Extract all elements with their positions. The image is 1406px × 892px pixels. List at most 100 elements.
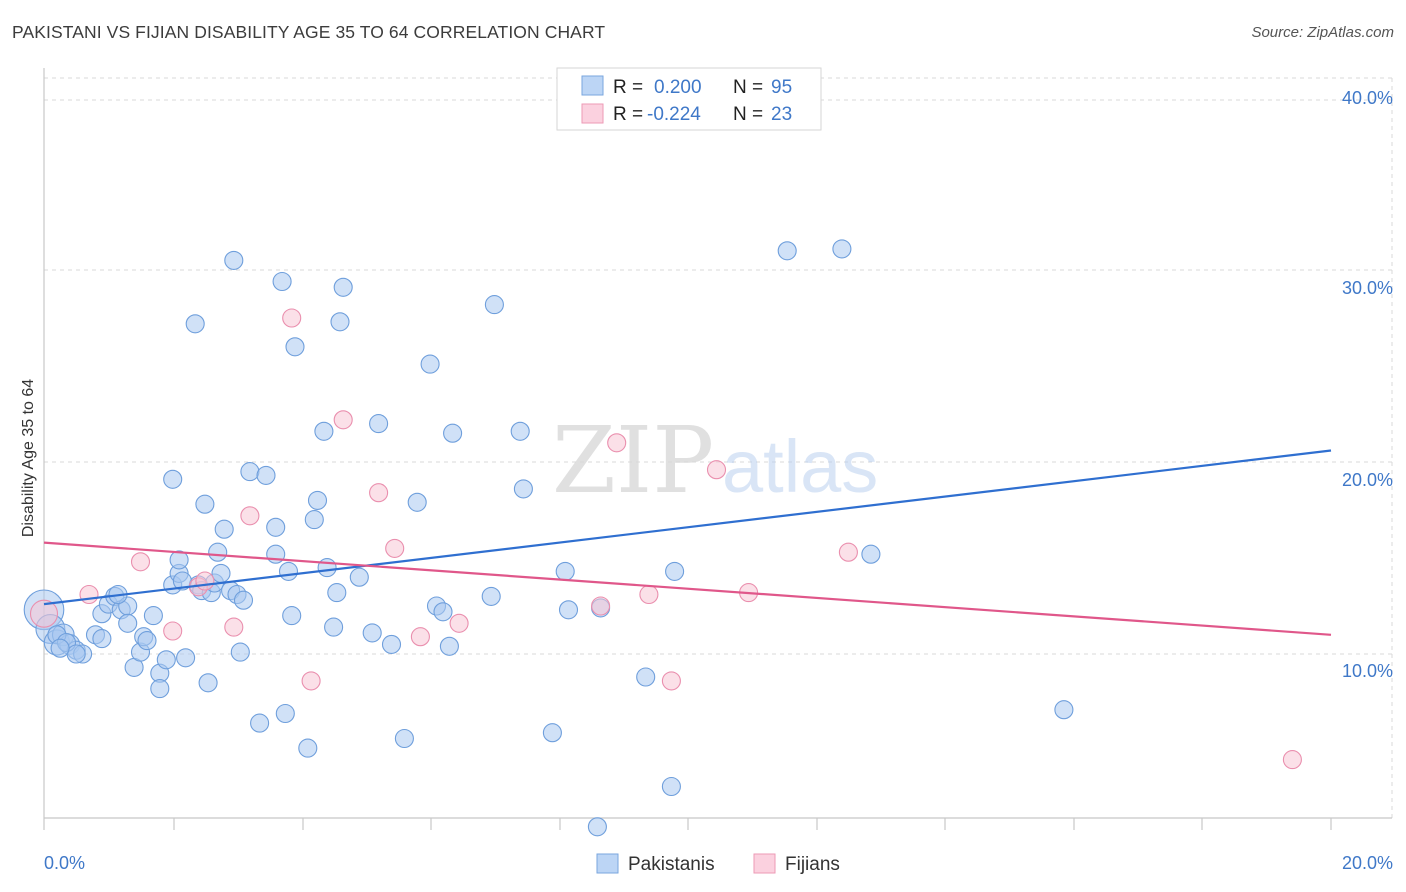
pakistanis-point bbox=[214, 519, 234, 539]
fijians-point bbox=[163, 621, 183, 641]
legend-r-label-fijians: R = bbox=[613, 104, 643, 125]
fijians-point bbox=[29, 599, 59, 628]
bottom-legend-swatch-fijians bbox=[753, 853, 776, 874]
pakistanis-point bbox=[443, 423, 463, 443]
pakistanis-point bbox=[542, 723, 562, 743]
pakistanis-point bbox=[304, 510, 324, 530]
legend-swatch-fijians bbox=[581, 103, 604, 124]
pakistanis-point bbox=[439, 636, 459, 656]
y-tick-label-30: 30.0% bbox=[1342, 278, 1393, 298]
pakistanis-point bbox=[66, 644, 86, 664]
pakistanis-point bbox=[420, 354, 440, 374]
legend-r-value-pakistanis: 0.200 bbox=[654, 77, 702, 98]
pakistanis-point bbox=[407, 492, 427, 512]
x-tick-label-max: 20.0% bbox=[1342, 853, 1393, 873]
trend-line-pakistanis bbox=[43, 449, 1332, 606]
fijians-point bbox=[706, 460, 727, 480]
x-tick-label-min: 0.0% bbox=[44, 853, 85, 873]
y-axis-title: Disability Age 35 to 64 bbox=[20, 379, 37, 537]
fijians-point bbox=[282, 308, 302, 328]
pakistanis-point bbox=[150, 679, 170, 699]
pakistanis-point bbox=[282, 606, 302, 626]
y-tick-label-40: 40.0% bbox=[1342, 88, 1393, 108]
pakistanis-point bbox=[143, 606, 163, 626]
series-fijians-points bbox=[29, 308, 1302, 770]
pakistanis-point bbox=[324, 617, 344, 637]
pakistanis-point bbox=[298, 738, 318, 758]
watermark-atlas: atlas bbox=[722, 425, 878, 508]
pakistanis-point bbox=[195, 494, 215, 514]
pakistanis-point bbox=[327, 583, 347, 603]
pakistanis-point bbox=[394, 728, 414, 749]
pakistanis-point bbox=[230, 642, 250, 662]
x-ticks bbox=[43, 818, 1332, 830]
pakistanis-point bbox=[832, 239, 852, 259]
y-tick-labels: 40.0% 30.0% 20.0% 10.0% bbox=[1342, 88, 1393, 681]
trend-line-fijians bbox=[43, 541, 1332, 636]
pakistanis-point bbox=[198, 673, 218, 693]
pakistanis-point bbox=[176, 648, 196, 668]
pakistanis-point bbox=[349, 567, 369, 587]
pakistanis-point bbox=[137, 631, 157, 651]
pakistanis-point bbox=[278, 561, 299, 581]
pakistanis-point bbox=[272, 271, 292, 292]
bottom-legend-swatch-pakistanis bbox=[596, 853, 619, 874]
pakistanis-point bbox=[636, 667, 656, 687]
pakistanis-point bbox=[665, 561, 685, 581]
fijians-point bbox=[301, 671, 321, 691]
fijians-point bbox=[369, 483, 389, 503]
pakistanis-point bbox=[233, 590, 254, 610]
pakistanis-point bbox=[1054, 700, 1074, 720]
pakistanis-point bbox=[314, 421, 334, 441]
fijians-point bbox=[224, 617, 244, 637]
chart-source: Source: ZipAtlas.com bbox=[1251, 24, 1394, 41]
pakistanis-point bbox=[169, 550, 189, 570]
y-tick-label-20: 20.0% bbox=[1342, 470, 1393, 490]
pakistanis-point bbox=[208, 542, 228, 562]
bottom-legend: Pakistanis Fijians bbox=[596, 853, 840, 875]
bottom-legend-label-pakistanis: Pakistanis bbox=[628, 854, 715, 875]
pakistanis-point bbox=[256, 465, 276, 485]
fijians-point bbox=[130, 552, 151, 572]
pakistanis-point bbox=[861, 544, 881, 564]
fijians-point bbox=[607, 433, 627, 453]
fijians-point bbox=[410, 627, 430, 647]
pakistanis-point bbox=[118, 613, 138, 633]
pakistanis-point bbox=[285, 337, 305, 357]
pakistanis-point bbox=[266, 517, 286, 537]
pakistanis-point bbox=[330, 312, 350, 332]
legend: R = 0.200 N = 95 R = -0.224 N = 23 bbox=[556, 67, 822, 131]
grid bbox=[44, 77, 1393, 818]
legend-n-value-fijians: 23 bbox=[771, 104, 792, 125]
pakistanis-point bbox=[156, 650, 176, 670]
fijians-point bbox=[240, 506, 260, 526]
pakistanis-point bbox=[481, 586, 501, 606]
series-pakistanis-points bbox=[23, 239, 1074, 837]
legend-n-label-pakistanis: N = bbox=[733, 77, 763, 98]
pakistanis-point bbox=[587, 817, 607, 837]
pakistanis-point bbox=[333, 277, 353, 297]
fijians-point bbox=[385, 538, 405, 558]
pakistanis-point bbox=[362, 623, 382, 643]
pakistanis-point bbox=[381, 634, 402, 654]
legend-n-label-fijians: N = bbox=[733, 104, 763, 125]
bottom-legend-label-fijians: Fijians bbox=[785, 854, 840, 875]
pakistanis-point bbox=[275, 703, 295, 724]
fijians-point bbox=[838, 542, 858, 562]
pakistanis-point bbox=[513, 479, 533, 499]
fijians-point bbox=[591, 596, 611, 616]
pakistanis-point bbox=[369, 414, 389, 434]
pakistanis-point bbox=[185, 314, 205, 334]
fijians-point bbox=[79, 584, 99, 605]
pakistanis-point bbox=[433, 602, 453, 622]
watermark: ZIP atlas bbox=[552, 407, 878, 514]
fijians-point bbox=[1282, 750, 1302, 770]
pakistanis-point bbox=[211, 563, 231, 583]
pakistanis-point bbox=[50, 638, 70, 658]
fijians-point bbox=[449, 613, 469, 633]
fijians-point bbox=[333, 410, 353, 430]
pakistanis-point bbox=[307, 490, 328, 510]
pakistanis-point bbox=[250, 713, 270, 733]
pakistanis-point bbox=[555, 561, 575, 581]
